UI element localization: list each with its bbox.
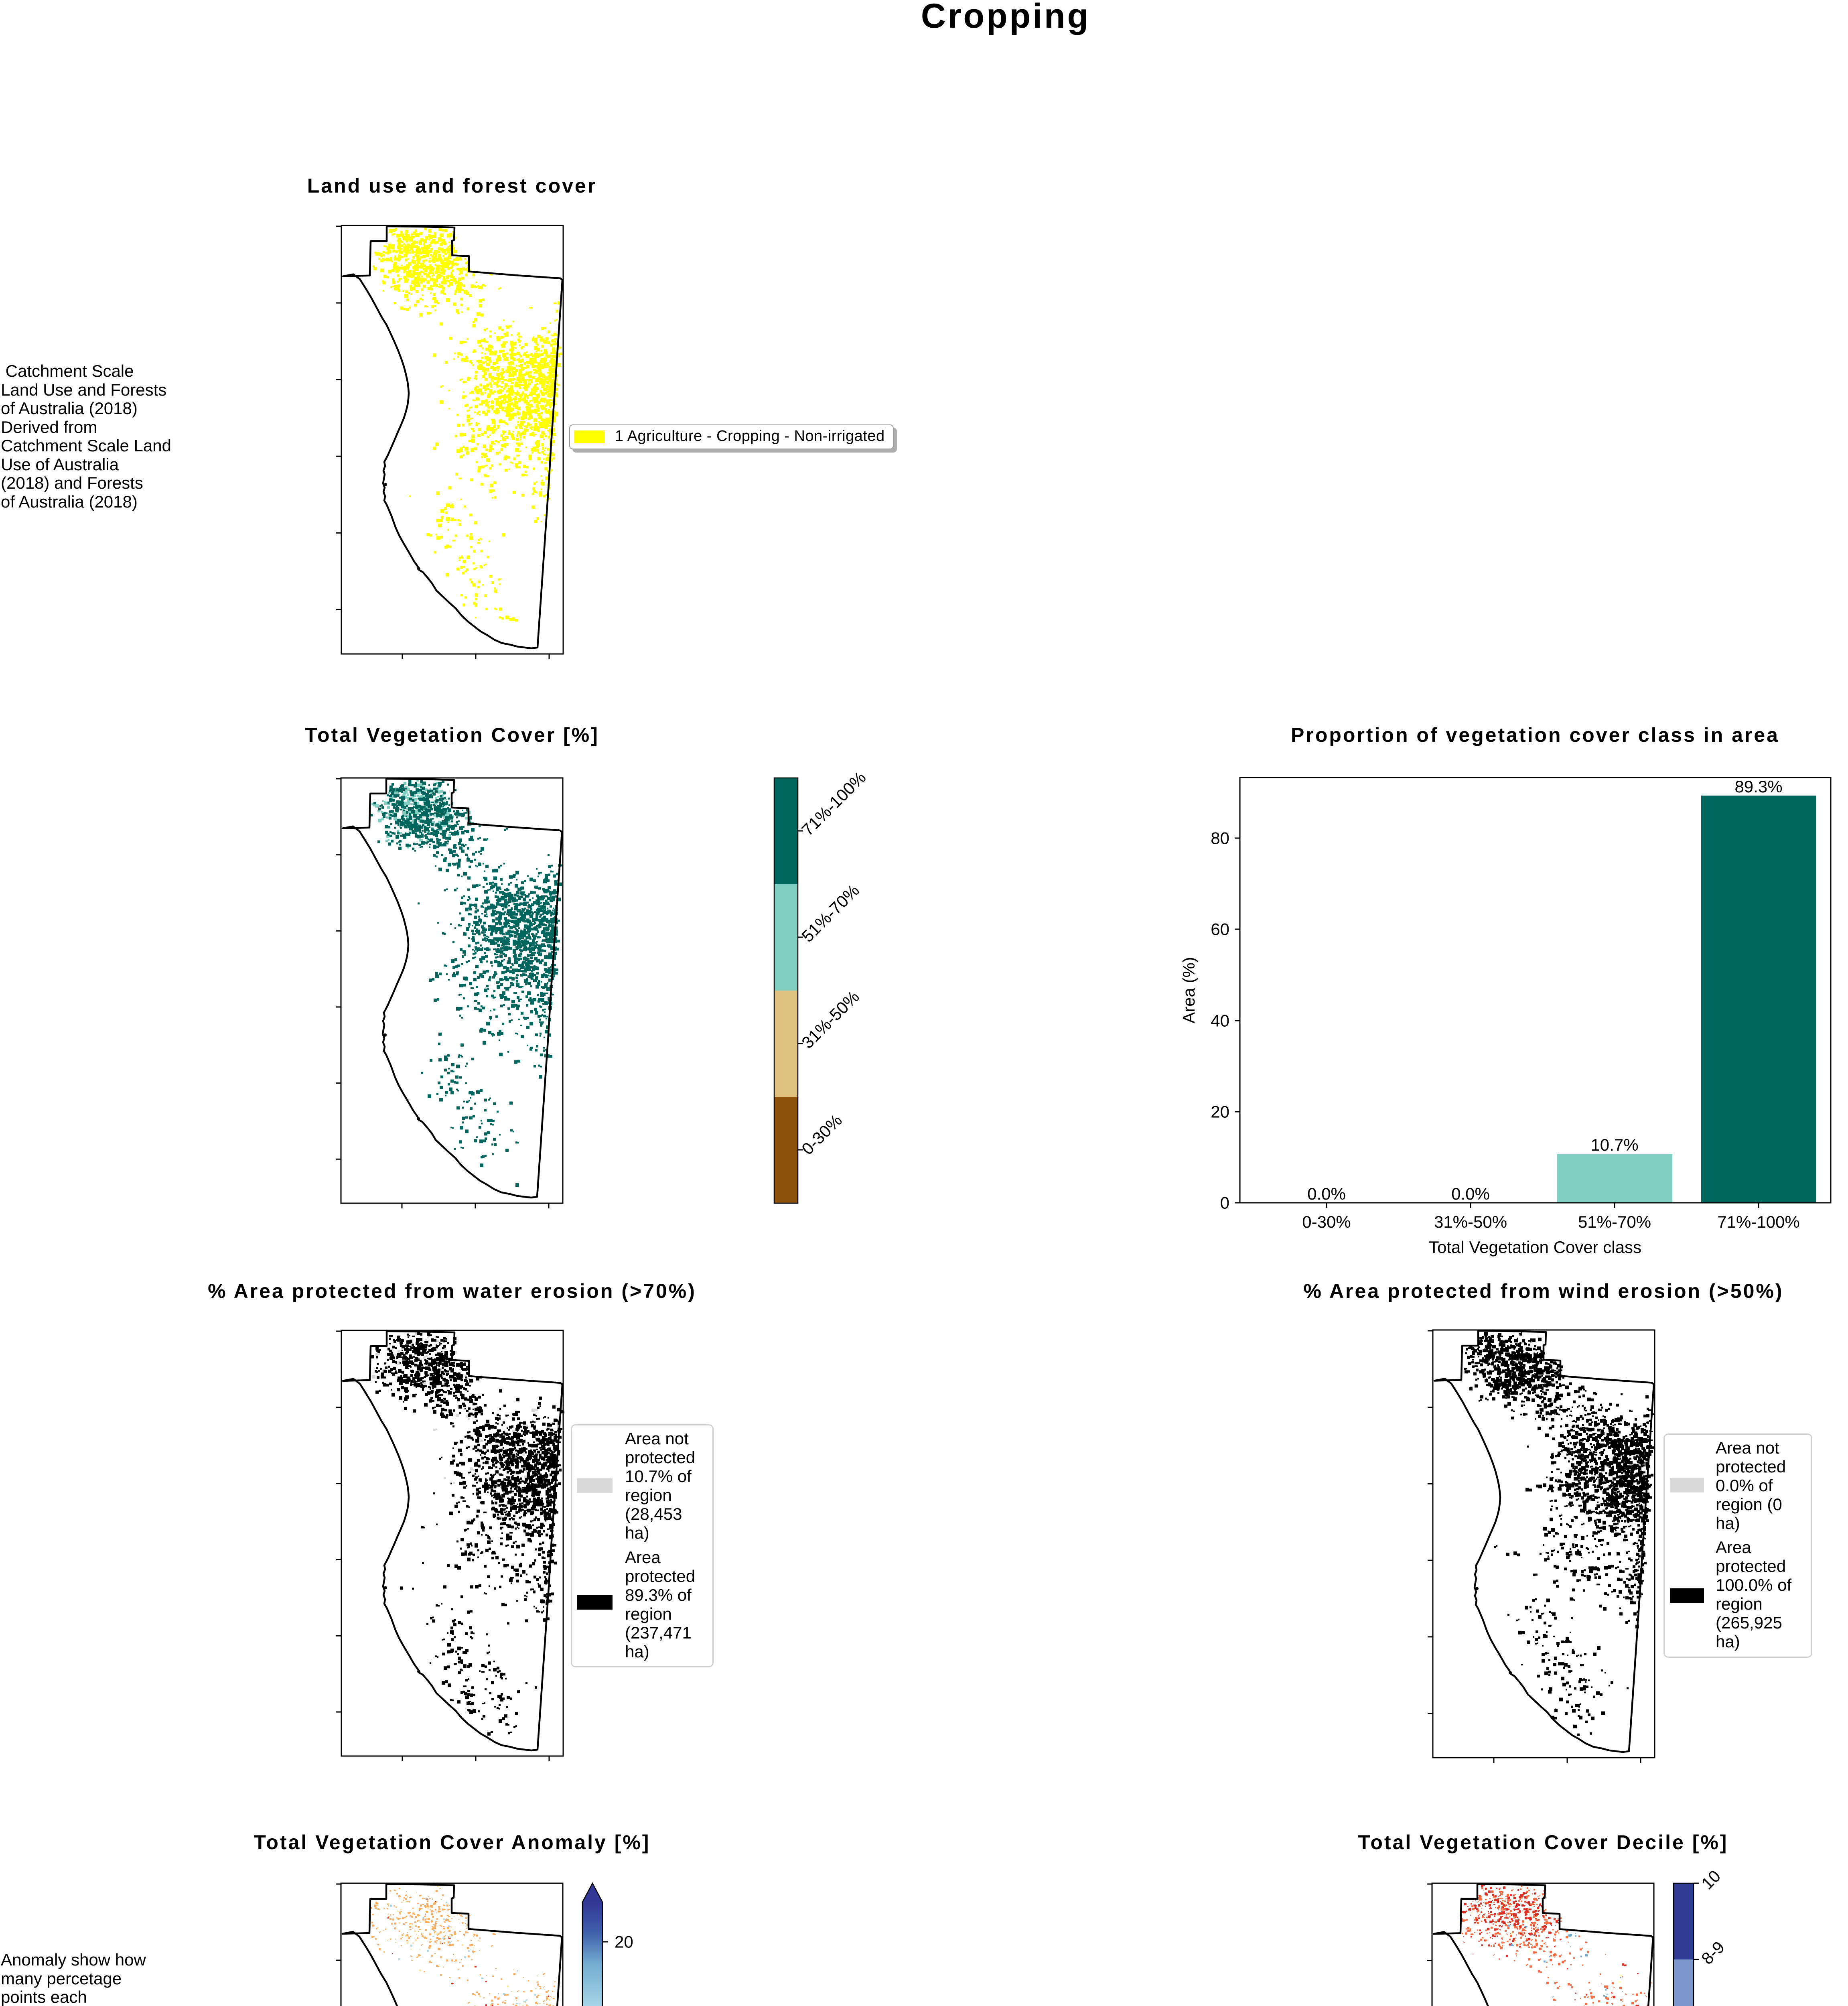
svg-text:80: 80 bbox=[1211, 829, 1229, 848]
svg-text:0-30%: 0-30% bbox=[1302, 1212, 1351, 1231]
svg-text:20: 20 bbox=[1211, 1102, 1229, 1121]
svg-text:71%-100%: 71%-100% bbox=[1717, 1212, 1799, 1231]
svg-text:0-30%: 0-30% bbox=[798, 1111, 846, 1158]
svg-text:0.0%: 0.0% bbox=[1451, 1184, 1490, 1203]
svg-text:10: 10 bbox=[1698, 1866, 1724, 1893]
svg-text:20: 20 bbox=[615, 1933, 633, 1951]
svg-text:8-9: 8-9 bbox=[1698, 1937, 1728, 1968]
svg-text:Total Vegetation Cover class: Total Vegetation Cover class bbox=[1429, 1238, 1641, 1257]
svg-text:51%-70%: 51%-70% bbox=[1578, 1212, 1651, 1231]
svg-text:Area (%): Area (%) bbox=[1179, 957, 1198, 1023]
svg-text:89.3%: 89.3% bbox=[1734, 777, 1782, 796]
svg-text:10.7%: 10.7% bbox=[1590, 1135, 1638, 1154]
svg-text:31%-50%: 31%-50% bbox=[1434, 1212, 1507, 1231]
svg-text:0: 0 bbox=[1220, 1194, 1229, 1212]
svg-text:71%-100%: 71%-100% bbox=[798, 768, 870, 840]
svg-text:40: 40 bbox=[1211, 1011, 1229, 1030]
svg-text:60: 60 bbox=[1211, 920, 1229, 939]
svg-text:31%-50%: 31%-50% bbox=[798, 987, 863, 1052]
svg-text:0.0%: 0.0% bbox=[1307, 1184, 1346, 1203]
svg-text:51%-70%: 51%-70% bbox=[798, 881, 863, 946]
